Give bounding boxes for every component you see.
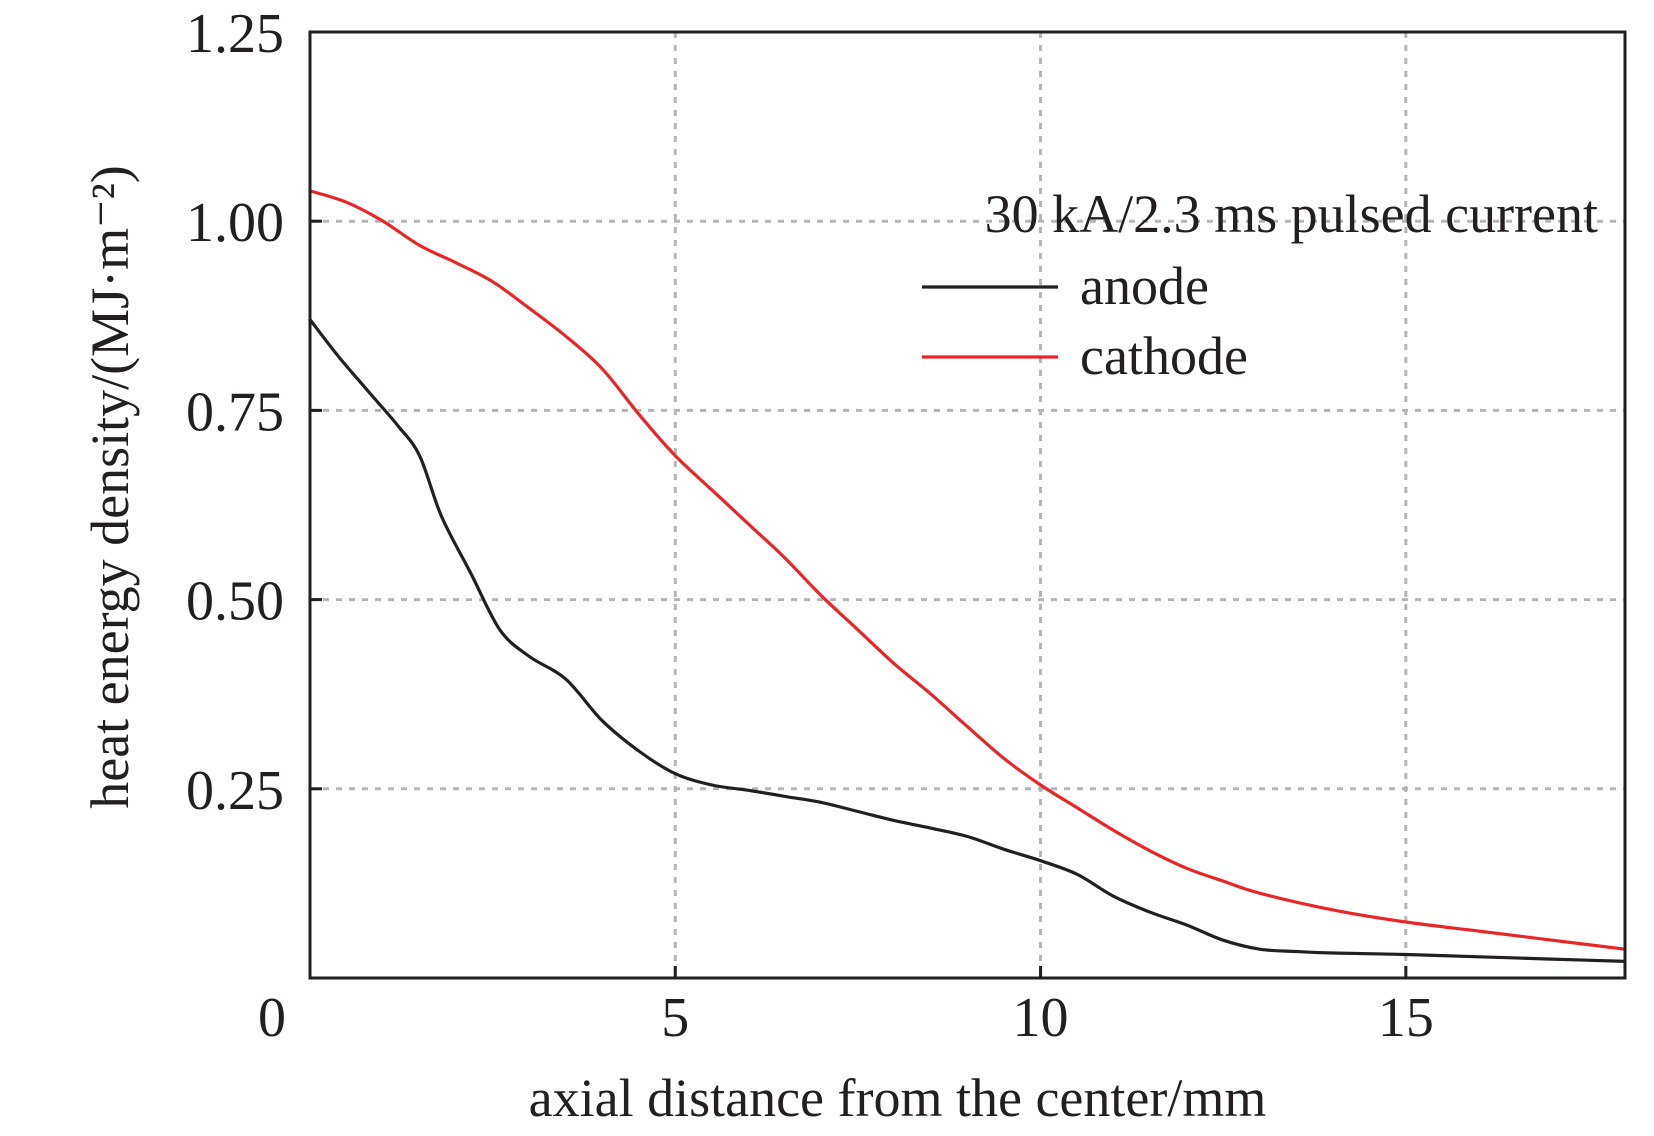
legend-label-anode: anode (1080, 256, 1209, 316)
legend: 30 kA/2.3 ms pulsed current anode cathod… (922, 184, 1598, 386)
legend-label-cathode: cathode (1080, 326, 1248, 386)
grid (310, 32, 1625, 978)
series-lines (308, 189, 1627, 963)
plot-frame (308, 30, 1627, 980)
series-line-cathode (308, 189, 1627, 951)
legend-title: 30 kA/2.3 ms pulsed current (985, 184, 1598, 244)
series-line-anode (308, 318, 1627, 963)
x-tick-label-3: 15 (1378, 987, 1434, 1049)
axis-ticks (308, 30, 1408, 978)
x-tick-label-2: 10 (1013, 987, 1069, 1049)
y-tick-labels: 0.25 0.50 0.75 1.00 1.25 (186, 3, 284, 822)
x-axis-label: axial distance from the center/mm (529, 1068, 1267, 1128)
y-tick-label-1: 0.50 (186, 571, 284, 633)
x-tick-labels: 0 5 10 15 (258, 987, 1434, 1049)
y-tick-label-0: 0.25 (186, 760, 284, 822)
y-tick-label-3: 1.00 (186, 192, 284, 254)
x-tick-label-1: 5 (661, 987, 689, 1049)
x-tick-label-0: 0 (258, 987, 286, 1049)
y-axis-label: heat energy density/(MJ·m⁻²) (80, 165, 140, 809)
y-tick-label-4: 1.25 (186, 3, 284, 65)
y-tick-label-2: 0.75 (186, 381, 284, 443)
